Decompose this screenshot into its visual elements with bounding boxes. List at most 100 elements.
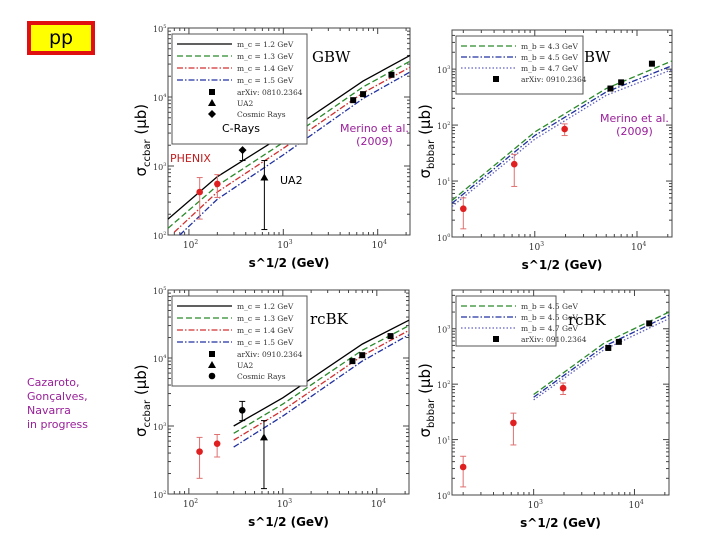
y-tick-label: 102 [437, 380, 450, 390]
series-line [179, 71, 411, 236]
legend-label: m_c = 1.4 GeV [237, 326, 294, 335]
series-line [451, 60, 673, 201]
data-point [618, 79, 625, 86]
data-point [214, 180, 221, 188]
x-tick-label: 104 [631, 241, 646, 253]
merino-line: Merino et al. [600, 112, 669, 125]
pp-badge: pp [27, 21, 95, 55]
credit-line: in progress [27, 418, 89, 431]
legend: m_b = 4.3 GeV m_b = 4.5 GeV m_b = 4.7 GeV a… [455, 35, 587, 95]
data-point [615, 338, 622, 345]
merino-annotation-right: Merino et al. (2009) [600, 112, 669, 138]
data-point [238, 146, 247, 155]
merino-annotation-left: Merino et al. (2009) [340, 122, 409, 148]
x-tick-label: 103 [529, 241, 544, 253]
legend-label: Cosmic Rays [237, 372, 286, 381]
legend-label: arXiv: 0810.2364 [237, 88, 303, 97]
legend-label: m_c = 1.3 GeV [237, 52, 294, 61]
data-point [208, 110, 216, 118]
series-line [533, 318, 670, 401]
credit-text: Cazaroto, Gonçalves, Navarra in progress [27, 376, 88, 432]
model-label: rcBK [568, 311, 607, 329]
data-point [605, 344, 612, 351]
y-tick-label: 105 [153, 24, 166, 34]
series-line [173, 66, 411, 233]
data-point [388, 71, 395, 78]
series-line [451, 69, 673, 208]
legend-label: m_b = 4.5 GeV [521, 53, 578, 62]
legend-box [171, 33, 308, 145]
legend: m_c = 1.2 GeV m_c = 1.3 GeV m_c = 1.4 GeV m… [171, 295, 308, 387]
credit-line: Gonçalves, [27, 390, 88, 403]
model-label: rcBK [310, 310, 349, 328]
legend-label: arXiv: 0910.2364 [237, 350, 303, 359]
data-point [349, 358, 356, 365]
legend-box [171, 295, 308, 387]
y-axis-label: σccbar (μb) [132, 364, 153, 437]
data-point [510, 419, 517, 427]
x-tick-label: 103 [277, 498, 292, 510]
data-point [350, 97, 357, 104]
x-tick-label: 104 [371, 498, 386, 510]
x-tick-label: 104 [628, 499, 643, 511]
legend-label: arXiv: 0910.2364 [521, 75, 587, 84]
y-tick-label: 104 [153, 93, 166, 103]
series-line [233, 319, 410, 427]
credit-line: Cazaroto, [27, 376, 80, 389]
y-tick-label: 104 [153, 354, 166, 364]
y-axis-label: σccbar (μb) [132, 104, 153, 177]
legend-label: m_c = 1.3 GeV [237, 314, 294, 323]
y-tick-label: 105 [153, 286, 166, 296]
y-axis-label: σbbbar (μb) [416, 104, 437, 178]
legend-label: m_c = 1.2 GeV [237, 40, 294, 49]
legend-label: m_b = 4.5 GeV [521, 302, 578, 311]
legend-label: m_c = 1.5 GeV [237, 76, 294, 85]
y-tick-label: 102 [153, 490, 166, 500]
y-tick-label: 101 [437, 177, 450, 187]
legend-label: m_c = 1.4 GeV [237, 64, 294, 73]
y-tick-label: 103 [437, 65, 450, 75]
merino-line: (2009) [616, 125, 653, 138]
x-axis-label: s^1/2 (GeV) [248, 515, 329, 529]
pp-label: pp [48, 27, 74, 49]
data-point [238, 407, 246, 414]
merino-line: Merino et al. [340, 122, 409, 135]
y-tick-label: 103 [437, 325, 450, 335]
legend-label: m_b = 4.5 GeV [521, 313, 578, 322]
data-point [493, 336, 499, 342]
legend-label: m_b = 4.7 GeV [521, 324, 578, 333]
data-point [607, 85, 614, 92]
x-tick-label: 103 [277, 239, 292, 251]
data-point [460, 205, 467, 213]
legend-label: UA2 [237, 361, 254, 370]
legend-box [455, 35, 584, 95]
y-tick-label: 101 [437, 436, 450, 446]
y-tick-label: 100 [437, 233, 450, 243]
legend-label: Cosmic Rays [237, 110, 286, 119]
series-line [233, 324, 410, 434]
series-line [233, 334, 410, 448]
x-axis-label: s^1/2 (GeV) [522, 258, 603, 272]
y-tick-label: 100 [437, 491, 450, 501]
y-tick-label: 102 [153, 231, 166, 241]
data-point [208, 372, 216, 380]
data-point [196, 188, 203, 196]
legend-label: arXiv: 0910.2364 [521, 335, 587, 344]
x-tick-label: 102 [183, 239, 198, 251]
data-point [559, 384, 567, 392]
data-point [259, 433, 268, 441]
merino-line: (2009) [356, 135, 393, 148]
credit-line: Navarra [27, 404, 71, 417]
data-point [648, 60, 655, 67]
x-axis-label: s^1/2 (GeV) [249, 256, 330, 270]
data-point [196, 448, 203, 455]
chart-3: 102 103 104 102 103 104 105 s^1/2 (GeV) σccbar (… [132, 286, 410, 529]
x-tick-label: 103 [528, 499, 543, 511]
chart-4: 103 104 100 101 102 103 s^1/2 (GeV) σbbbar (μb)… [416, 289, 670, 530]
x-axis-label: s^1/2 (GeV) [520, 516, 601, 530]
y-axis-label: σbbbar (μb) [416, 363, 437, 437]
legend-label: m_c = 1.5 GeV [237, 338, 294, 347]
legend: m_b = 4.5 GeV m_b = 4.5 GeV m_b = 4.7 GeV a… [455, 295, 587, 347]
data-point [387, 333, 394, 340]
